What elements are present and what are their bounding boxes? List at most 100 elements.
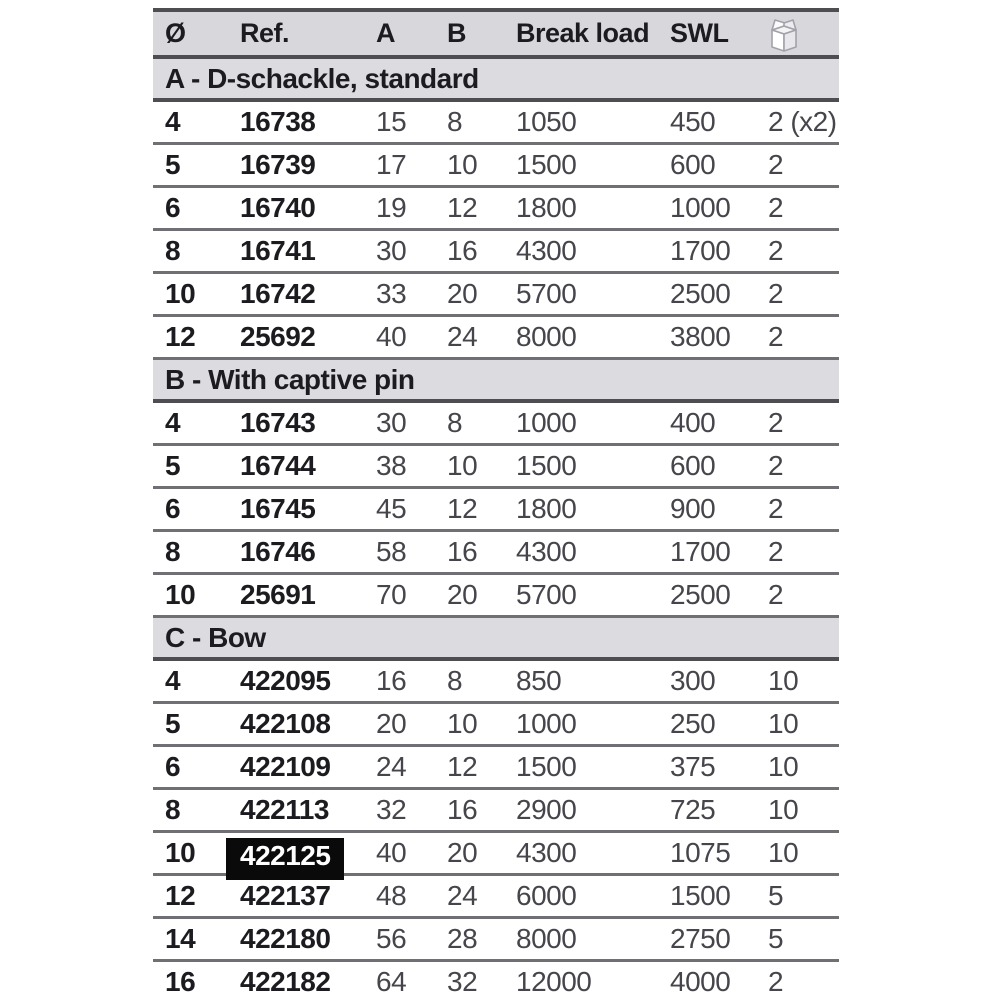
swl-cell: 1700: [670, 235, 731, 266]
pack-qty-cell: 5: [768, 923, 784, 954]
ref-cell: 422108: [240, 708, 331, 739]
ref-cell: 422113: [240, 794, 329, 825]
pack-qty-cell: 5: [768, 880, 784, 911]
a-cell: 19: [376, 192, 407, 223]
table-row: 6 16745 45 12 1800 900 2: [153, 489, 839, 532]
b-cell: 12: [447, 493, 478, 524]
column-header-b: B: [447, 18, 467, 48]
a-cell: 15: [376, 106, 407, 137]
b-cell: 16: [447, 235, 478, 266]
column-header-ref: Ref.: [240, 18, 290, 48]
ref-cell: 422182: [240, 966, 331, 997]
column-header-break-load: Break load: [516, 18, 650, 48]
pack-qty-cell: 2: [768, 192, 784, 223]
ref-cell: 422180: [240, 923, 331, 954]
ref-cell: 16745: [240, 493, 316, 524]
table-row: 12 422137 48 24 6000 1500 5: [153, 876, 839, 919]
swl-cell: 450: [670, 106, 716, 137]
package-icon: [771, 18, 797, 52]
swl-cell: 400: [670, 407, 716, 438]
column-header-a: A: [376, 18, 396, 48]
section-header-2: C - Bow: [153, 618, 839, 661]
break-load-cell: 5700: [516, 579, 577, 610]
ref-cell: 16742: [240, 278, 316, 309]
break-load-cell: 8000: [516, 923, 577, 954]
swl-cell: 4000: [670, 966, 731, 997]
diameter-cell: 12: [165, 321, 196, 352]
swl-cell: 375: [670, 751, 716, 782]
break-load-cell: 4300: [516, 536, 577, 567]
diameter-cell: 4: [165, 665, 181, 696]
a-cell: 24: [376, 751, 407, 782]
diameter-cell: 5: [165, 450, 181, 481]
pack-qty-cell: 2: [768, 278, 784, 309]
b-cell: 28: [447, 923, 478, 954]
highlighted-ref: 422125: [226, 838, 345, 880]
b-cell: 16: [447, 794, 478, 825]
ref-cell: 16739: [240, 149, 316, 180]
pack-qty-cell: 2: [768, 235, 784, 266]
break-load-cell: 1000: [516, 708, 577, 739]
a-cell: 30: [376, 407, 407, 438]
swl-cell: 2750: [670, 923, 731, 954]
pack-qty-cell: 2: [768, 579, 784, 610]
section-title: A - D-schackle, standard: [165, 62, 479, 94]
diameter-cell: 10: [165, 837, 196, 868]
diameter-cell: 4: [165, 407, 181, 438]
pack-qty-cell: 2: [768, 493, 784, 524]
table-row: 8 16741 30 16 4300 1700 2: [153, 231, 839, 274]
break-load-cell: 12000: [516, 966, 592, 997]
swl-cell: 2500: [670, 278, 731, 309]
swl-cell: 1700: [670, 536, 731, 567]
swl-cell: 1075: [670, 837, 731, 868]
table-row: 8 422113 32 16 2900 725 10: [153, 790, 839, 833]
diameter-cell: 4: [165, 106, 181, 137]
a-cell: 17: [376, 149, 407, 180]
a-cell: 64: [376, 966, 407, 997]
diameter-cell: 8: [165, 536, 181, 567]
b-cell: 10: [447, 708, 478, 739]
table-row: 5 422108 20 10 1000 250 10: [153, 704, 839, 747]
b-cell: 16: [447, 536, 478, 567]
pack-qty-cell: 2: [768, 149, 784, 180]
break-load-cell: 4300: [516, 837, 577, 868]
diameter-cell: 10: [165, 579, 196, 610]
table-body: A - D-schackle, standard 4 16738 15 8 1050 450…: [153, 59, 839, 1000]
pack-qty-cell: 2: [768, 536, 784, 567]
diameter-cell: 14: [165, 923, 196, 954]
table-row: 5 16744 38 10 1500 600 2: [153, 446, 839, 489]
break-load-cell: 1500: [516, 751, 577, 782]
pack-qty-cell: 2: [768, 407, 784, 438]
diameter-cell: 6: [165, 751, 181, 782]
table-row: 14 422180 56 28 8000 2750 5: [153, 919, 839, 962]
a-cell: 40: [376, 837, 407, 868]
b-cell: 20: [447, 579, 478, 610]
a-cell: 32: [376, 794, 407, 825]
ref-cell: 25692: [240, 321, 316, 352]
break-load-cell: 1800: [516, 192, 577, 223]
diameter-cell: 10: [165, 278, 196, 309]
b-cell: 32: [447, 966, 478, 997]
a-cell: 33: [376, 278, 407, 309]
table-row: 6 16740 19 12 1800 1000 2: [153, 188, 839, 231]
table-row: 5 16739 17 10 1500 600 2: [153, 145, 839, 188]
pack-qty-cell: 2: [768, 321, 784, 352]
break-load-cell: 2900: [516, 794, 577, 825]
table-row: 10 422125 40 20 4300 1075 10: [153, 833, 839, 880]
break-load-cell: 5700: [516, 278, 577, 309]
diameter-cell: 8: [165, 794, 181, 825]
swl-cell: 3800: [670, 321, 731, 352]
a-cell: 30: [376, 235, 407, 266]
table-row: 8 16746 58 16 4300 1700 2: [153, 532, 839, 575]
column-header-swl: SWL: [670, 18, 729, 48]
break-load-cell: 1800: [516, 493, 577, 524]
table-row: 10 25691 70 20 5700 2500 2: [153, 575, 839, 618]
b-cell: 8: [447, 665, 463, 696]
diameter-cell: 12: [165, 880, 196, 911]
pack-qty-cell: 10: [768, 794, 799, 825]
break-load-cell: 850: [516, 665, 562, 696]
b-cell: 10: [447, 149, 478, 180]
swl-cell: 250: [670, 708, 716, 739]
b-cell: 12: [447, 192, 478, 223]
diameter-cell: 6: [165, 493, 181, 524]
